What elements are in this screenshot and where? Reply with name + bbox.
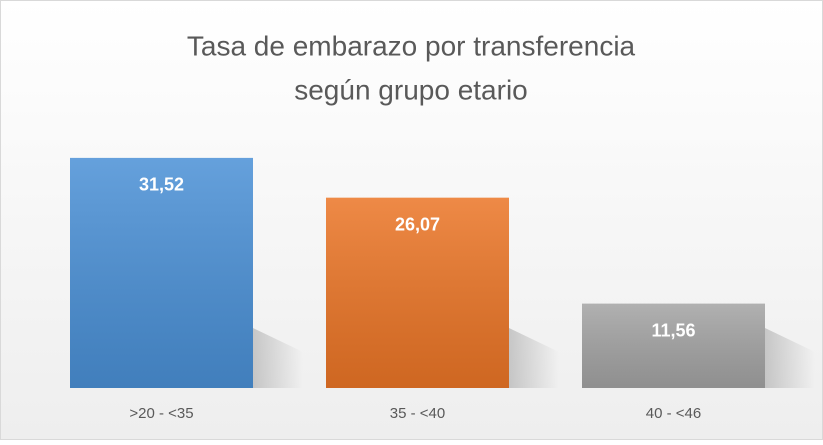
bar-shadow [509, 328, 559, 388]
bar-shade [582, 303, 765, 388]
bar-shadow [765, 328, 815, 388]
x-tick-label: >20 - <35 [129, 405, 193, 422]
data-label: 31,52 [139, 175, 184, 195]
bar-shadow [253, 328, 303, 388]
chart-title: según grupo etario [294, 74, 528, 105]
x-tick-label: 35 - <40 [390, 405, 445, 422]
chart-title: Tasa de embarazo por transferencia [187, 30, 636, 61]
data-label: 26,07 [395, 214, 440, 234]
data-label: 11,56 [651, 320, 695, 340]
bar-shade [70, 157, 253, 388]
bar-shade [326, 197, 509, 388]
x-tick-label: 40 - <46 [646, 405, 701, 422]
